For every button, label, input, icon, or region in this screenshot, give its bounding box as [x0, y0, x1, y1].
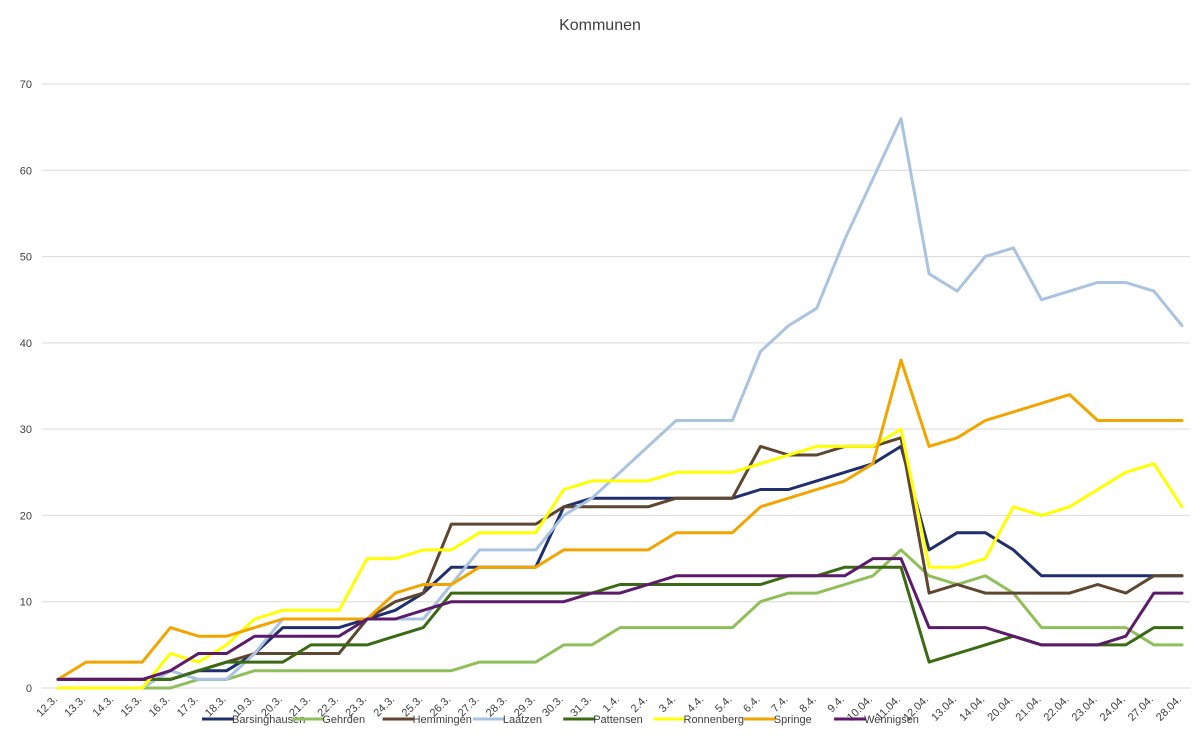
x-tick-label: 28.04.: [1154, 694, 1184, 724]
legend-label: Hemmingen: [413, 714, 472, 726]
x-tick-label: 14.04.: [957, 694, 987, 724]
legend-item-wennigsen: Wennigsen: [834, 714, 919, 726]
legend: Barsinghausen Gehrden Hemmingen Laatzen Patt…: [202, 714, 919, 726]
legend-label: Barsinghausen: [232, 714, 305, 726]
legend-item-springe: Springe: [743, 714, 812, 726]
x-tick-label: 1.4.: [601, 694, 622, 715]
legend-item-gehrden: Gehrden: [292, 714, 365, 726]
series-line-pattensen: [56, 565, 1184, 681]
x-tick-label: 23.04.: [1070, 694, 1100, 724]
legend-item-ronnenberg: Ronnenberg: [653, 714, 745, 726]
legend-label: Gehrden: [322, 714, 365, 726]
x-tick-label: 13.04.: [929, 694, 959, 724]
x-tick-label: 31.3.: [568, 694, 594, 720]
x-tick-label: 7.4.: [769, 694, 790, 715]
x-tick-label: 6.4.: [741, 694, 762, 715]
legend-item-laatzen: Laatzen: [472, 714, 542, 726]
series-line-wennigsen: [56, 557, 1184, 681]
legend-label: Wennigsen: [864, 714, 919, 726]
y-tick-label: 30: [20, 424, 32, 436]
x-tick-label: 24.04.: [1098, 694, 1128, 724]
legend-item-barsinghausen: Barsinghausen: [202, 714, 305, 726]
y-tick-label: 70: [20, 79, 32, 91]
legend-label: Ronnenberg: [684, 714, 745, 726]
legend-item-pattensen: Pattensen: [563, 714, 643, 726]
x-tick-label: 18.3.: [203, 694, 229, 720]
series-line-hemmingen: [56, 436, 1184, 681]
x-tick-label: 27.04.: [1126, 694, 1156, 724]
x-tick-label: 9.4.: [825, 694, 846, 715]
x-tick-label: 21.04.: [1014, 694, 1044, 724]
y-tick-label: 10: [20, 597, 32, 609]
legend-item-hemmingen: Hemmingen: [382, 714, 472, 726]
y-tick-label: 0: [26, 683, 32, 695]
x-tick-label: 4.4.: [685, 694, 706, 715]
series-line-ronnenberg: [56, 427, 1184, 690]
y-tick-label: 60: [20, 165, 32, 177]
x-tick-label: 13.3.: [62, 694, 88, 720]
x-tick-label: 2.4.: [629, 694, 650, 715]
legend-label: Pattensen: [593, 714, 643, 726]
x-tick-label: 3.4.: [657, 694, 678, 715]
x-tick-label: 15.3.: [119, 694, 145, 720]
gridlines: [42, 83, 1190, 689]
x-tick-label: 24.3.: [372, 694, 398, 720]
x-tick-label: 16.3.: [147, 694, 173, 720]
series-line-springe: [56, 358, 1184, 681]
x-tick-label: 20.04.: [985, 694, 1015, 724]
y-tick-label: 40: [20, 338, 32, 350]
legend-label: Laatzen: [503, 714, 542, 726]
x-tick-label: 30.3.: [540, 694, 566, 720]
x-tick-label: 8.4.: [797, 694, 818, 715]
series-line-laatzen: [56, 117, 1184, 690]
x-tick-label: 22.04.: [1042, 694, 1072, 724]
x-tick-label: 5.4.: [713, 694, 734, 715]
y-tick-label: 20: [20, 510, 32, 522]
x-tick-label: 12.3.: [34, 694, 60, 720]
y-axis-ticks: 0 10 20 30 40 50 60 70: [20, 79, 32, 695]
series-lines: [56, 117, 1184, 690]
x-tick-label: 14.3.: [91, 694, 117, 720]
chart-title: Kommunen: [559, 17, 641, 34]
series-line-gehrden: [56, 548, 1184, 690]
x-tick-label: 17.3.: [175, 694, 201, 720]
legend-label: Springe: [774, 714, 812, 726]
y-tick-label: 50: [20, 252, 32, 264]
